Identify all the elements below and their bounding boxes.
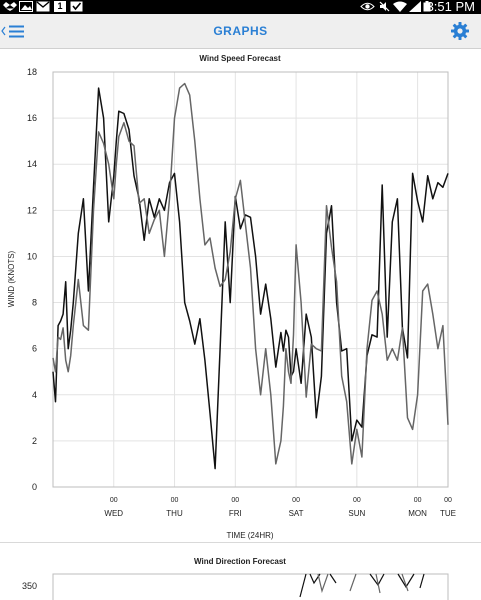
gear-icon: [451, 22, 469, 40]
gmail-icon: [36, 1, 50, 12]
plot-frame: [52, 573, 449, 600]
chart-title: Wind Speed Forecast: [199, 54, 281, 63]
status-bar: 1 3:51 PM: [0, 0, 481, 14]
x-axis-label: TIME (24HR): [226, 531, 273, 540]
dropbox-icon: [3, 2, 17, 11]
x-tick-label: 00: [231, 497, 239, 504]
x-tick-label: 00: [414, 497, 422, 504]
chart-title: Wind Direction Forecast: [194, 557, 286, 566]
x-day-label: MON: [408, 509, 427, 518]
section-divider: [0, 542, 481, 543]
silent-icon: [379, 1, 390, 12]
series-line-2: [52, 82, 449, 465]
menu-icon: [1, 25, 24, 38]
wind-speed-chart: Wind Speed Forecast WIND (KNOTS) TIME (2…: [7, 54, 456, 540]
graphs-content[interactable]: Wind Speed Forecast WIND (KNOTS) TIME (2…: [0, 49, 481, 600]
x-tick-label: 00: [444, 497, 452, 504]
plot-frame: [52, 71, 449, 488]
x-day-label: THU: [166, 509, 183, 518]
checkbox-icon: [70, 1, 83, 12]
y-tick-label: 16: [27, 113, 37, 123]
signal-icon: [409, 1, 421, 12]
calendar-icon: 1: [54, 1, 66, 12]
x-day-label: WED: [104, 509, 123, 518]
y-tick-label: 12: [27, 205, 37, 215]
app-bar: GRAPHS: [0, 14, 481, 49]
y-tick-label: 14: [27, 159, 37, 169]
battery-icon: [423, 1, 431, 12]
y-tick-label: 8: [32, 298, 37, 308]
eye-icon: [360, 2, 375, 11]
x-day-label: SUN: [348, 509, 365, 518]
y-tick-label: 4: [32, 390, 37, 400]
back-menu-button[interactable]: [1, 22, 27, 40]
x-day-label: SAT: [289, 509, 304, 518]
settings-button[interactable]: [451, 22, 469, 40]
x-tick-label: 00: [292, 497, 300, 504]
x-tick-label: 00: [353, 497, 361, 504]
y-tick-label: 2: [32, 436, 37, 446]
status-time: 3:51 PM: [426, 0, 475, 14]
y-tick-label: 18: [27, 67, 37, 77]
y-tick-label: 0: [32, 482, 37, 492]
wind-direction-chart: Wind Direction Forecast 350: [22, 557, 449, 600]
y-axis-label: WIND (KNOTS): [7, 250, 16, 307]
x-tick-label: 00: [110, 497, 118, 504]
y-tick-label: 350: [22, 581, 37, 591]
page-title: GRAPHS: [213, 24, 268, 38]
direction-line-grey: [317, 573, 409, 594]
x-tick-label: 00: [171, 497, 179, 504]
y-tick-label: 6: [32, 344, 37, 354]
gallery-icon: [19, 1, 33, 12]
wifi-icon: [393, 1, 407, 12]
y-tick-label: 10: [27, 251, 37, 261]
x-day-label: FRI: [229, 509, 242, 518]
x-day-label: TUE: [440, 509, 456, 518]
